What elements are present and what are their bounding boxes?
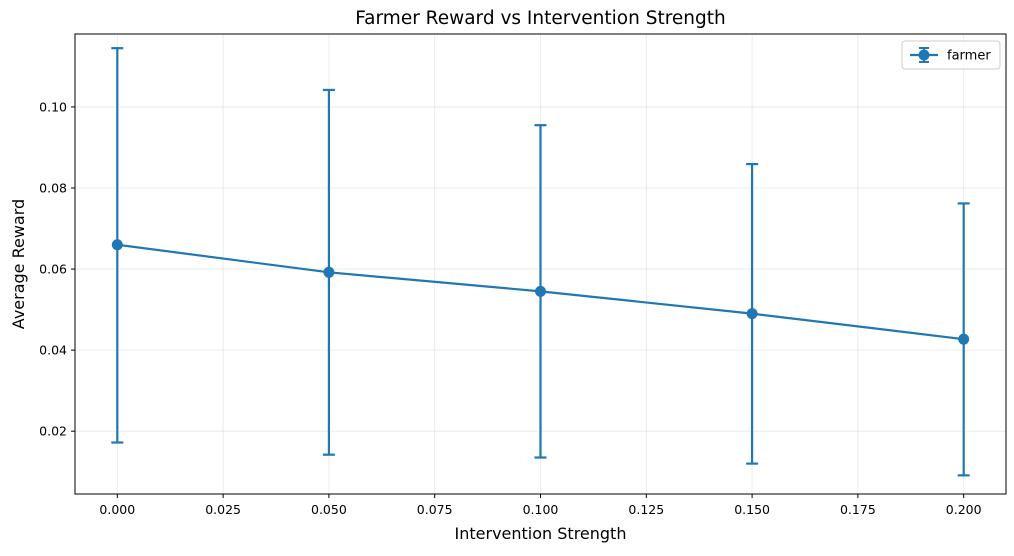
y-axis-label: Average Reward [9,199,28,329]
x-tick-label: 0.100 [523,502,559,517]
y-tick-label: 0.06 [39,262,67,277]
x-tick-label: 0.200 [946,502,982,517]
legend-marker [918,49,930,61]
y-tick-label: 0.02 [39,424,67,439]
legend: farmer [901,40,1001,70]
x-tick-label: 0.050 [311,502,347,517]
y-axis-ticks: 0.02 0.04 0.06 0.08 0.10 [39,99,75,439]
x-tick-label: 0.125 [628,502,664,517]
x-axis-ticks: 0.000 0.025 0.050 0.075 0.100 0.125 0.150 0.175… [99,494,982,517]
data-point [111,239,123,251]
x-tick-label: 0.175 [840,502,876,517]
y-tick-label: 0.10 [39,99,67,114]
x-tick-label: 0.150 [734,502,770,517]
x-tick-label: 0.025 [205,502,241,517]
x-tick-label: 0.075 [417,502,453,517]
y-tick-label: 0.04 [39,343,67,358]
chart-title: Farmer Reward vs Intervention Strength [355,8,726,29]
data-point [535,285,546,297]
data-point [323,266,335,278]
data-point [746,308,758,320]
data-point [958,333,970,345]
y-tick-label: 0.08 [39,181,67,196]
x-tick-label: 0.000 [99,502,135,517]
series-layer [111,47,970,477]
legend-label: farmer [947,49,991,64]
x-axis-label: Intervention Strength [455,524,627,543]
